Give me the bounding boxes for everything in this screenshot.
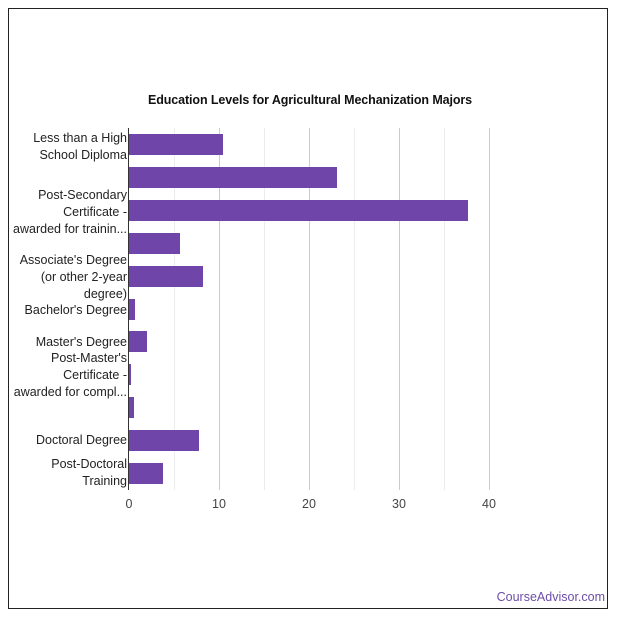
bar[interactable] [129,232,181,254]
bar[interactable] [129,397,135,419]
gridline [489,128,490,490]
gridline [264,128,265,490]
chart-title: Education Levels for Agricultural Mechan… [147,93,473,107]
gridline [354,128,355,490]
gridline [219,128,220,490]
gridline [174,128,175,490]
y-axis-line [128,128,129,490]
chart-frame [8,8,608,609]
gridline [309,128,310,490]
bar[interactable] [129,199,469,221]
y-axis-label: Post-Secondary Certificate - awarded for t… [13,188,127,236]
y-axis-label: Doctoral Degree [35,433,127,447]
x-axis-tick-label: 10 [212,497,226,511]
bar[interactable] [129,133,223,155]
brand-link[interactable]: CourseAdvisor.com [496,590,605,604]
y-axis-label: Associate's Degree (or other 2-year degree… [19,253,127,301]
y-axis-label: Master's Degree [35,335,127,349]
x-axis-tick-label: 30 [392,497,406,511]
bar[interactable] [129,430,200,452]
x-axis-tick-label: 20 [302,497,316,511]
bar[interactable] [129,265,203,287]
y-axis-label: Post-Doctoral Training [51,457,127,488]
gridline [399,128,400,490]
bar[interactable] [129,331,147,353]
bar[interactable] [129,364,131,386]
x-axis-tick-label: 40 [482,497,496,511]
x-axis-tick-label: 0 [125,497,133,511]
gridline [444,128,445,490]
bar[interactable] [129,463,164,485]
bar[interactable] [129,166,337,188]
y-axis-label: Post-Master's Certificate - awarded for co… [13,351,127,399]
bar[interactable] [129,298,136,320]
y-axis-label: Less than a High School Diploma [33,131,127,162]
plot-area [129,128,490,490]
y-axis-label: Bachelor's Degree [24,303,127,317]
